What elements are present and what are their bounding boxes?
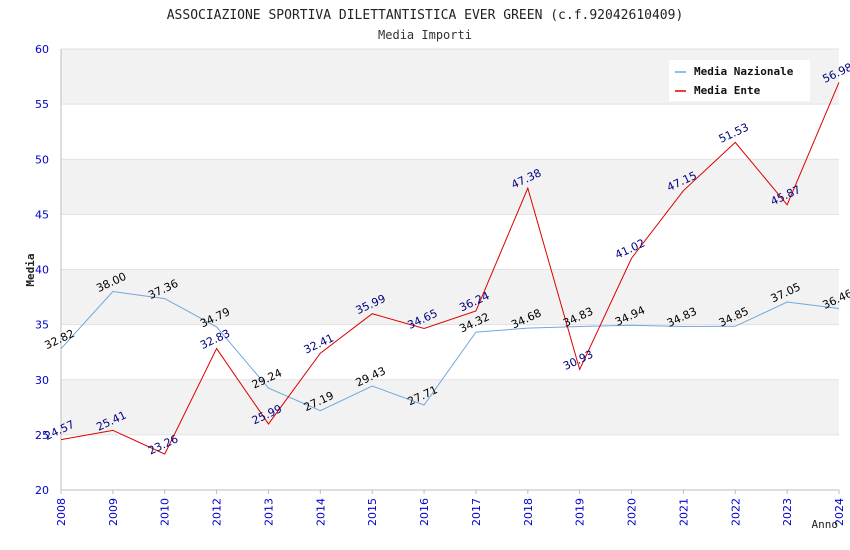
- x-tick-label: 2020: [626, 498, 639, 526]
- y-tick-label: 55: [35, 98, 49, 111]
- legend: Media Nazionale Media Ente: [669, 60, 810, 101]
- series-line-media-nazionale: [60, 291, 840, 412]
- y-tick-label: 40: [35, 264, 49, 277]
- x-tick-label: 2022: [729, 498, 742, 526]
- x-tick-label: 2023: [781, 498, 794, 526]
- x-tick-label: 2013: [262, 498, 275, 526]
- x-tick-label: 2016: [418, 498, 431, 526]
- chart-subtitle: Media Importi: [378, 28, 472, 42]
- x-tick-label: 2024: [833, 498, 846, 526]
- chart-title: ASSOCIAZIONE SPORTIVA DILETTANTISTICA EV…: [167, 8, 684, 23]
- series-line-media-ente: [60, 82, 840, 455]
- x-tick-label: 2015: [366, 498, 379, 526]
- y-axis-label: Media: [24, 253, 37, 286]
- y-tick-label: 45: [35, 208, 49, 221]
- x-tick-label: 2021: [677, 498, 690, 526]
- x-tick-label: 2009: [107, 498, 120, 526]
- grid-band: [61, 379, 839, 435]
- x-tick-label: 2018: [522, 498, 535, 526]
- plot-background: [61, 48, 839, 491]
- x-axis-label: Anno: [812, 518, 839, 531]
- x-tick-label: 2010: [159, 498, 172, 526]
- legend-box: [669, 60, 810, 101]
- x-tick-label: 2012: [211, 498, 224, 526]
- x-tick-label: 2019: [574, 498, 587, 526]
- x-tick-label: 2008: [55, 498, 68, 526]
- x-tick-label: 2014: [314, 498, 327, 526]
- y-tick-label: 25: [35, 429, 49, 442]
- legend-label: Media Nazionale: [694, 65, 794, 78]
- y-tick-label: 50: [35, 153, 49, 166]
- series-layer: [60, 82, 840, 455]
- legend-label: Media Ente: [694, 84, 761, 97]
- grid-band: [61, 269, 839, 325]
- y-tick-label: 60: [35, 43, 49, 56]
- y-tick-label: 30: [35, 374, 49, 387]
- axes: 20 25 30 35 40 45 50 55 60 2008 2009 2010 2012 2013 20…: [35, 43, 846, 526]
- grid-band: [61, 159, 839, 215]
- y-tick-label: 35: [35, 319, 49, 332]
- x-tick-label: 2017: [470, 498, 483, 526]
- y-tick-label: 20: [35, 484, 49, 497]
